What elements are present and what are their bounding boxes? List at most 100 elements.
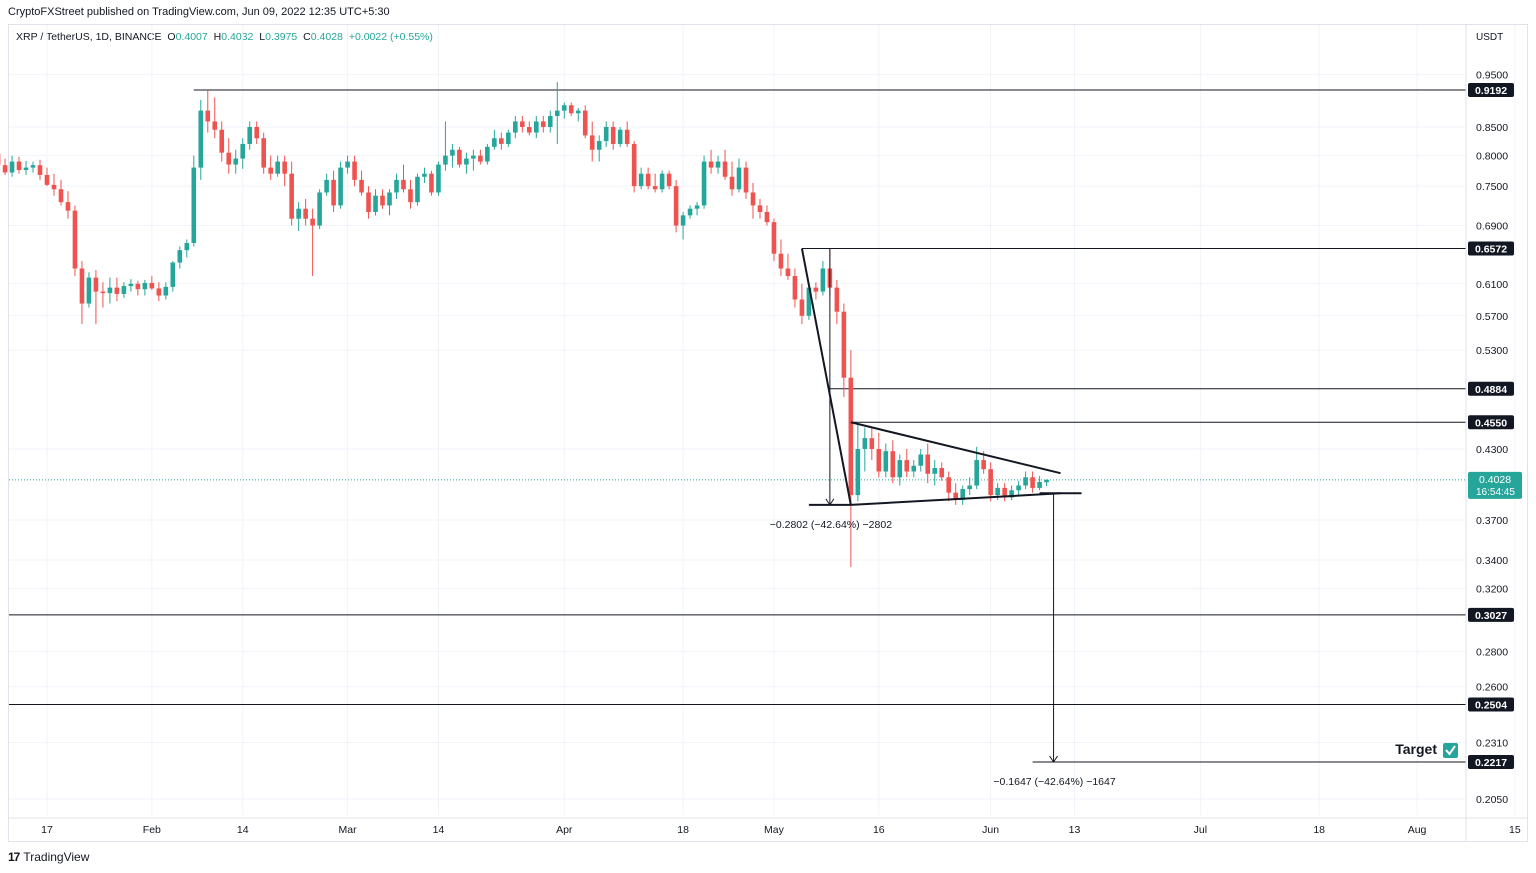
candle-body (121, 286, 127, 294)
y-tick-label: 0.2800 (1476, 647, 1508, 659)
candle-body (771, 222, 777, 254)
candle-body (310, 218, 315, 226)
candle-body (659, 173, 665, 190)
candle-body (233, 158, 239, 165)
y-tick-label: 0.3400 (1476, 555, 1508, 567)
chart-pane[interactable] (8, 24, 1528, 842)
y-tick-label: 0.2600 (1476, 682, 1508, 694)
candle-body (485, 146, 490, 162)
y-tick-label: 0.2050 (1476, 794, 1508, 806)
level-badge (1468, 415, 1514, 430)
candle-body (149, 282, 155, 289)
symbol-name[interactable]: XRP / TetherUS, 1D, BINANCE (16, 31, 162, 43)
candle-body (387, 192, 392, 206)
candle-body (212, 121, 218, 130)
candle-body (394, 179, 399, 193)
measure-arrowhead (825, 498, 835, 506)
y-tick-label: 0.5700 (1476, 311, 1508, 323)
candle-body (638, 173, 644, 187)
high-value: 0.4032 (221, 31, 254, 43)
candle-body (792, 276, 798, 300)
candle-body (513, 121, 518, 133)
candle-body (254, 126, 259, 139)
candle-body (988, 469, 993, 496)
candle-body (415, 176, 420, 203)
candle-body (324, 179, 329, 193)
measure-arrowhead (1049, 755, 1058, 763)
tradingview-footer[interactable]: 17 TradingView (8, 850, 89, 864)
candle-body (855, 448, 861, 496)
candle-body (422, 173, 427, 177)
low-value: 0.3975 (265, 31, 298, 43)
candle-body (450, 149, 455, 156)
candle-body (198, 110, 204, 168)
y-tick-label: 0.8000 (1476, 151, 1508, 163)
candle-body (86, 277, 92, 304)
y-tick-label: 0.6900 (1476, 221, 1508, 233)
candle-body (457, 149, 462, 165)
level-badge (1468, 83, 1514, 97)
tradingview-logo-icon: 17 (8, 850, 20, 864)
candle-body (443, 155, 448, 165)
candle-body (932, 468, 938, 474)
x-tick-label: 14 (433, 824, 445, 836)
currency-label: USDT (1476, 32, 1503, 43)
candle-body (981, 460, 986, 470)
y-tick-label: 0.5300 (1476, 345, 1508, 357)
level-labels: 0.9192 0.6572 0.4884 0.4550 0.3027 0.2504 0.22… (1468, 83, 1522, 769)
level-badge (1468, 755, 1514, 769)
candle-body (946, 477, 952, 493)
candle-body (373, 195, 378, 213)
candle-body (547, 115, 553, 127)
candle-body (568, 105, 574, 114)
candle-body (380, 195, 385, 206)
candle-body (778, 253, 784, 269)
target-label: Target (1395, 741, 1437, 757)
candle-body (177, 250, 183, 263)
time-axis[interactable]: 17 Feb 14 Mar 14 Apr 18 May 16 Jun 13 Jul 18 Aug 15 (41, 824, 1521, 836)
candle-body (967, 485, 972, 490)
change-value: +0.0022 (+0.55%) (348, 31, 433, 43)
candle-body (1044, 479, 1049, 483)
candle-body (757, 205, 763, 213)
horizontal-levels (9, 89, 1466, 763)
x-tick-label: 18 (1313, 824, 1325, 836)
candle-body (268, 167, 273, 174)
candle-body (715, 161, 721, 168)
x-tick-label: 17 (41, 824, 53, 836)
candle-body (785, 268, 791, 277)
candle-body (876, 448, 882, 472)
candle-body (1002, 487, 1007, 498)
level-badge-text: 0.4550 (1475, 417, 1507, 429)
candle-body (722, 161, 728, 177)
candle-body (890, 451, 896, 478)
candle-body (520, 121, 525, 127)
candle-body (100, 291, 106, 294)
candle-body (904, 460, 910, 472)
x-tick-label: 16 (873, 824, 885, 836)
candle-body (79, 268, 85, 304)
candle-body (156, 288, 162, 296)
y-tick-label: 0.4300 (1476, 444, 1508, 456)
x-tick-label: 14 (237, 824, 249, 836)
candle-body (694, 205, 700, 209)
candle-body (72, 210, 78, 269)
candle-body (680, 215, 686, 226)
candle-body (338, 167, 343, 206)
candle-body (359, 179, 364, 193)
candle-body (575, 110, 581, 114)
candle-body (1023, 477, 1028, 486)
candle-body (1037, 481, 1042, 488)
candle-body (261, 138, 266, 168)
candle-body (925, 454, 931, 474)
pattern-line (850, 421, 1061, 475)
level-badge (1468, 607, 1514, 622)
price-axis[interactable]: USDT 0.9500 0.8500 0.8000 0.7500 0.6900 0.6100… (9, 25, 1528, 842)
close-label: C (303, 31, 311, 43)
measure-label: −0.2802 (−42.64%) −2802 (770, 519, 892, 531)
candle-body (30, 165, 36, 168)
candle-body (23, 167, 29, 171)
candle-body (492, 138, 497, 147)
level-badge-text: 0.4884 (1475, 384, 1507, 396)
